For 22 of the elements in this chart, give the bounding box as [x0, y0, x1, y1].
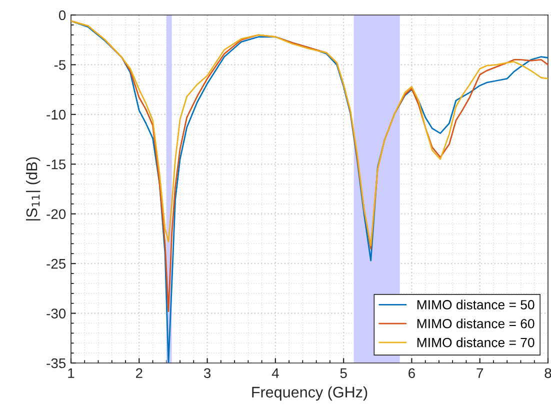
y-axis-title: |S$_{11}$| (dB)	[26, 157, 40, 220]
x-tick-label: 5	[340, 368, 347, 378]
legend-label: MIMO distance = 60	[417, 318, 534, 328]
line-series	[71, 20, 548, 246]
y-tick-label: -15	[46, 160, 66, 170]
y-tick-label: -35	[46, 358, 66, 368]
legend-label: MIMO distance = 50	[417, 300, 534, 310]
x-tick-label: 7	[476, 368, 484, 378]
x-tick-label: 8	[544, 368, 551, 378]
y-tick-label: -20	[46, 209, 66, 220]
x-tick-label: 3	[204, 368, 211, 378]
x-tick-label: 2	[136, 368, 142, 378]
y-tick-label: -5	[54, 60, 66, 70]
y-tick-label: -10	[46, 110, 66, 120]
y-tick-label: -30	[46, 308, 66, 318]
x-tick-label: 1	[68, 368, 74, 378]
x-tick-label: 6	[408, 368, 415, 378]
legend-label: MIMO distance = 70	[417, 338, 534, 348]
y-tick-label: -25	[46, 258, 66, 269]
y-tick-label: 0	[58, 10, 66, 20]
x-tick-label: 4	[272, 368, 279, 378]
x-axis-title: Frequency (GHz)	[252, 386, 368, 401]
